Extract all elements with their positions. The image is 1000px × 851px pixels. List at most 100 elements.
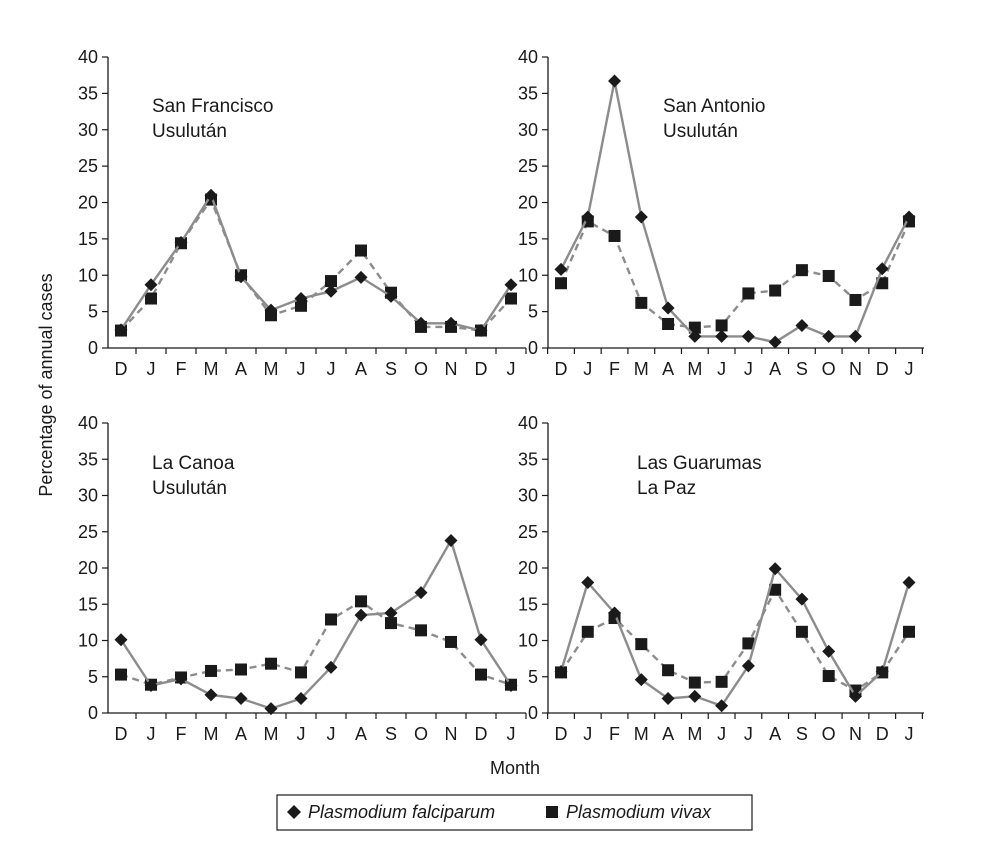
series-line-falciparum xyxy=(119,537,513,710)
y-tick-label: 25 xyxy=(518,156,538,176)
x-tick-label: S xyxy=(796,359,808,379)
y-tick-label: 5 xyxy=(88,667,98,687)
y-tick-label: 0 xyxy=(88,703,98,723)
y-tick-label: 30 xyxy=(78,120,98,140)
data-point-falciparum xyxy=(204,188,218,202)
x-tick-label: J xyxy=(583,359,592,379)
legend-square-marker xyxy=(546,806,558,818)
panel-title-line: Usulután xyxy=(663,121,738,142)
data-point-vivax xyxy=(822,670,835,683)
data-point-vivax xyxy=(635,638,648,651)
x-tick-label: N xyxy=(445,724,458,744)
y-tick-label: 10 xyxy=(518,265,538,285)
series-line-vivax xyxy=(559,219,911,329)
data-point-vivax xyxy=(635,296,648,309)
data-point-falciparum xyxy=(822,329,836,343)
data-point-falciparum xyxy=(608,74,622,88)
data-point-vivax xyxy=(769,284,782,297)
data-point-vivax xyxy=(505,292,517,305)
data-point-falciparum xyxy=(688,329,702,343)
data-point-vivax xyxy=(688,321,701,334)
data-point-vivax xyxy=(608,229,621,242)
data-point-vivax xyxy=(295,299,307,312)
data-point-vivax xyxy=(355,595,367,608)
data-point-vivax xyxy=(849,293,862,306)
x-tick-label: N xyxy=(445,359,458,379)
x-tick-label: M xyxy=(687,359,702,379)
x-tick-label: A xyxy=(235,359,247,379)
data-point-vivax xyxy=(115,668,127,681)
data-point-vivax xyxy=(415,624,427,637)
y-tick-label: 30 xyxy=(518,120,538,140)
data-point-falciparum xyxy=(902,210,916,224)
panel-title-line: La Paz xyxy=(637,478,696,499)
panel-title-line: San Francisco xyxy=(152,96,273,117)
data-point-vivax xyxy=(876,277,889,290)
x-tick-label: M xyxy=(634,724,649,744)
x-tick-label: F xyxy=(609,359,620,379)
y-tick-label: 35 xyxy=(78,83,98,103)
y-tick-label: 0 xyxy=(528,703,538,723)
x-tick-label: J xyxy=(147,359,156,379)
series-line-vivax xyxy=(120,197,512,332)
data-point-falciparum xyxy=(608,606,622,620)
data-point-falciparum xyxy=(384,289,398,303)
y-tick-label: 15 xyxy=(78,229,98,249)
x-tick-label: A xyxy=(235,724,247,744)
x-tick-label: M xyxy=(264,724,279,744)
x-tick-label: O xyxy=(414,359,428,379)
data-point-vivax xyxy=(688,676,701,689)
x-tick-label: O xyxy=(822,724,836,744)
data-point-falciparum xyxy=(661,692,675,705)
data-point-falciparum xyxy=(848,689,862,703)
x-tick-label: J xyxy=(583,724,592,744)
panel-title-line: Las Guarumas xyxy=(637,453,762,474)
data-point-vivax xyxy=(742,637,755,650)
y-tick-label: 0 xyxy=(88,338,98,358)
data-point-falciparum xyxy=(324,284,338,298)
data-point-falciparum xyxy=(554,262,568,276)
y-axis-title: Percentage of annual cases xyxy=(36,273,56,496)
data-point-falciparum xyxy=(634,673,648,687)
data-point-vivax xyxy=(555,277,567,290)
legend-label-falciparum: Plasmodium falciparum xyxy=(308,802,495,822)
data-point-vivax xyxy=(445,635,457,648)
y-tick-label: 25 xyxy=(518,522,538,542)
data-point-falciparum xyxy=(822,644,836,658)
data-point-vivax xyxy=(742,287,755,300)
y-tick-label: 0 xyxy=(528,338,538,358)
data-point-falciparum xyxy=(848,329,862,343)
data-point-vivax xyxy=(769,583,782,596)
data-point-vivax xyxy=(903,625,915,638)
data-point-falciparum xyxy=(504,278,518,292)
x-tick-label: D xyxy=(555,359,568,379)
x-tick-label: O xyxy=(822,359,836,379)
data-point-falciparum xyxy=(768,562,782,576)
data-point-falciparum xyxy=(661,301,675,315)
y-tick-label: 25 xyxy=(78,156,98,176)
y-tick-label: 10 xyxy=(78,631,98,651)
x-tick-label: J xyxy=(744,724,753,744)
data-point-falciparum xyxy=(264,702,278,716)
y-tick-label: 20 xyxy=(78,558,98,578)
panel-title-line: San Antonio xyxy=(663,96,765,117)
x-tick-label: F xyxy=(176,359,187,379)
data-point-falciparum xyxy=(294,692,308,705)
y-tick-label: 35 xyxy=(518,83,538,103)
legend: Plasmodium falciparum Plasmodium vivax xyxy=(276,794,753,831)
data-point-falciparum xyxy=(634,210,648,224)
data-point-falciparum xyxy=(324,660,338,674)
y-tick-label: 30 xyxy=(78,486,98,506)
panel-title-line: Usulután xyxy=(152,478,227,499)
x-tick-label: A xyxy=(662,359,674,379)
y-tick-label: 35 xyxy=(78,449,98,469)
data-point-vivax xyxy=(715,319,728,332)
x-tick-label: D xyxy=(876,359,889,379)
x-tick-label: A xyxy=(769,724,781,744)
data-point-falciparum xyxy=(875,262,889,276)
data-point-falciparum xyxy=(554,665,568,679)
legend-label-vivax: Plasmodium vivax xyxy=(566,802,712,822)
x-tick-label: A xyxy=(662,724,674,744)
